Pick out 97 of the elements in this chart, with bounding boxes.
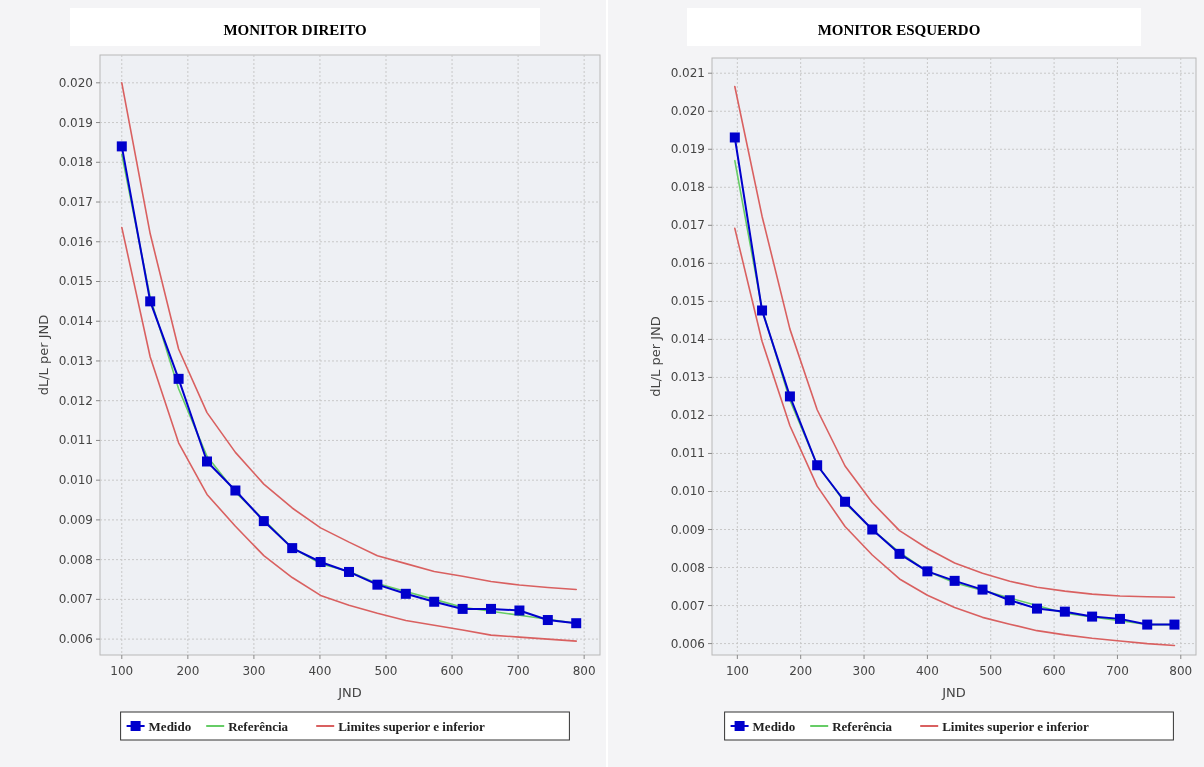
x-tick-label: 700 [506, 664, 530, 678]
legend-label: Referência [832, 719, 893, 734]
point [1169, 619, 1180, 630]
legend-label: Medido [752, 719, 796, 734]
x-tick-label: 300 [242, 664, 266, 678]
y-tick-label: 0.009 [58, 512, 93, 527]
point [1031, 603, 1042, 614]
point [287, 543, 298, 554]
y-tick-label: 0.007 [58, 592, 93, 607]
x-tick-label: 400 [915, 664, 939, 678]
y-tick-label: 0.016 [58, 234, 93, 249]
y-tick-label: 0.018 [670, 180, 705, 195]
y-tick-label: 0.013 [670, 370, 705, 385]
line-series [121, 226, 578, 642]
y-tick-label: 0.011 [58, 433, 93, 448]
point [400, 588, 411, 599]
y-tick-label: 0.013 [58, 353, 93, 368]
x-axis-title: JND [337, 685, 362, 700]
x-tick-label: 500 [979, 664, 1003, 678]
x-tick-label: 200 [176, 664, 200, 678]
x-tick-label: 200 [789, 664, 813, 678]
y-tick-label: 0.014 [58, 314, 93, 329]
chart-title: MONITOR DIREITO [223, 22, 367, 38]
y-tick-label: 0.008 [58, 552, 93, 567]
y-tick-label: 0.017 [58, 195, 93, 210]
y-tick-label: 0.021 [670, 66, 705, 81]
point [116, 141, 127, 152]
y-tick-label: 0.009 [670, 522, 705, 537]
line-series [734, 85, 1176, 598]
x-tick-label: 600 [1042, 664, 1066, 678]
x-tick-label: 100 [110, 664, 134, 678]
y-tick-label: 0.008 [670, 560, 705, 575]
point [230, 485, 241, 496]
y-tick-label: 0.018 [58, 155, 93, 170]
y-tick-label: 0.017 [670, 218, 705, 233]
point [1114, 613, 1125, 624]
point [729, 132, 740, 143]
x-tick-label: 400 [308, 664, 332, 678]
x-tick-label: 100 [725, 664, 749, 678]
point [1059, 606, 1070, 617]
point [894, 548, 905, 559]
y-tick-label: 0.010 [58, 473, 93, 488]
point [315, 557, 326, 568]
chart-title: MONITOR ESQUERDO [817, 22, 981, 38]
x-tick-label: 800 [572, 664, 596, 678]
point [949, 575, 960, 586]
point [486, 603, 497, 614]
y-tick-label: 0.019 [58, 115, 93, 130]
point [1087, 611, 1098, 622]
point [202, 456, 212, 467]
y-tick-label: 0.019 [670, 142, 705, 157]
point [840, 496, 851, 507]
point [514, 605, 525, 616]
y-tick-label: 0.020 [670, 104, 705, 119]
point [258, 516, 269, 527]
y-tick-label: 0.020 [58, 75, 93, 90]
point [571, 618, 582, 629]
line-series [734, 227, 1176, 647]
point [977, 584, 988, 595]
y-tick-label: 0.011 [670, 446, 705, 461]
y-tick-label: 0.007 [670, 598, 705, 613]
legend-label: Limites superior e inferior [338, 719, 486, 734]
point [457, 603, 468, 614]
point [372, 579, 383, 590]
point [757, 305, 768, 316]
line-series [121, 82, 578, 591]
x-tick-label: 500 [374, 664, 398, 678]
point [429, 596, 440, 607]
y-tick-label: 0.014 [670, 332, 705, 347]
y-tick-label: 0.015 [670, 294, 705, 309]
point [784, 391, 795, 402]
y-tick-label: 0.006 [58, 632, 93, 647]
x-tick-label: 300 [852, 664, 876, 678]
point [344, 566, 355, 577]
legend-label: Medido [148, 719, 192, 734]
point [922, 566, 933, 577]
point [542, 615, 553, 626]
y-tick-label: 0.006 [670, 636, 705, 651]
x-axis-title: JND [941, 685, 966, 700]
y-axis-title: dL/L per JND [648, 316, 663, 397]
y-tick-label: 0.012 [58, 393, 93, 408]
point [173, 373, 184, 384]
x-tick-label: 600 [440, 664, 464, 678]
y-tick-label: 0.012 [670, 408, 705, 423]
x-tick-label: 700 [1105, 664, 1129, 678]
point [1142, 619, 1153, 630]
point [1004, 595, 1015, 606]
point [812, 460, 823, 471]
x-tick-label: 800 [1169, 664, 1193, 678]
point [145, 296, 156, 307]
legend-label: Referência [228, 719, 289, 734]
y-tick-label: 0.010 [670, 484, 705, 499]
point [867, 524, 878, 535]
legend-label: Limites superior e inferior [942, 719, 1090, 734]
y-tick-label: 0.015 [58, 274, 93, 289]
y-tick-label: 0.016 [670, 256, 705, 271]
y-axis-title: dL/L per JND [36, 314, 51, 396]
